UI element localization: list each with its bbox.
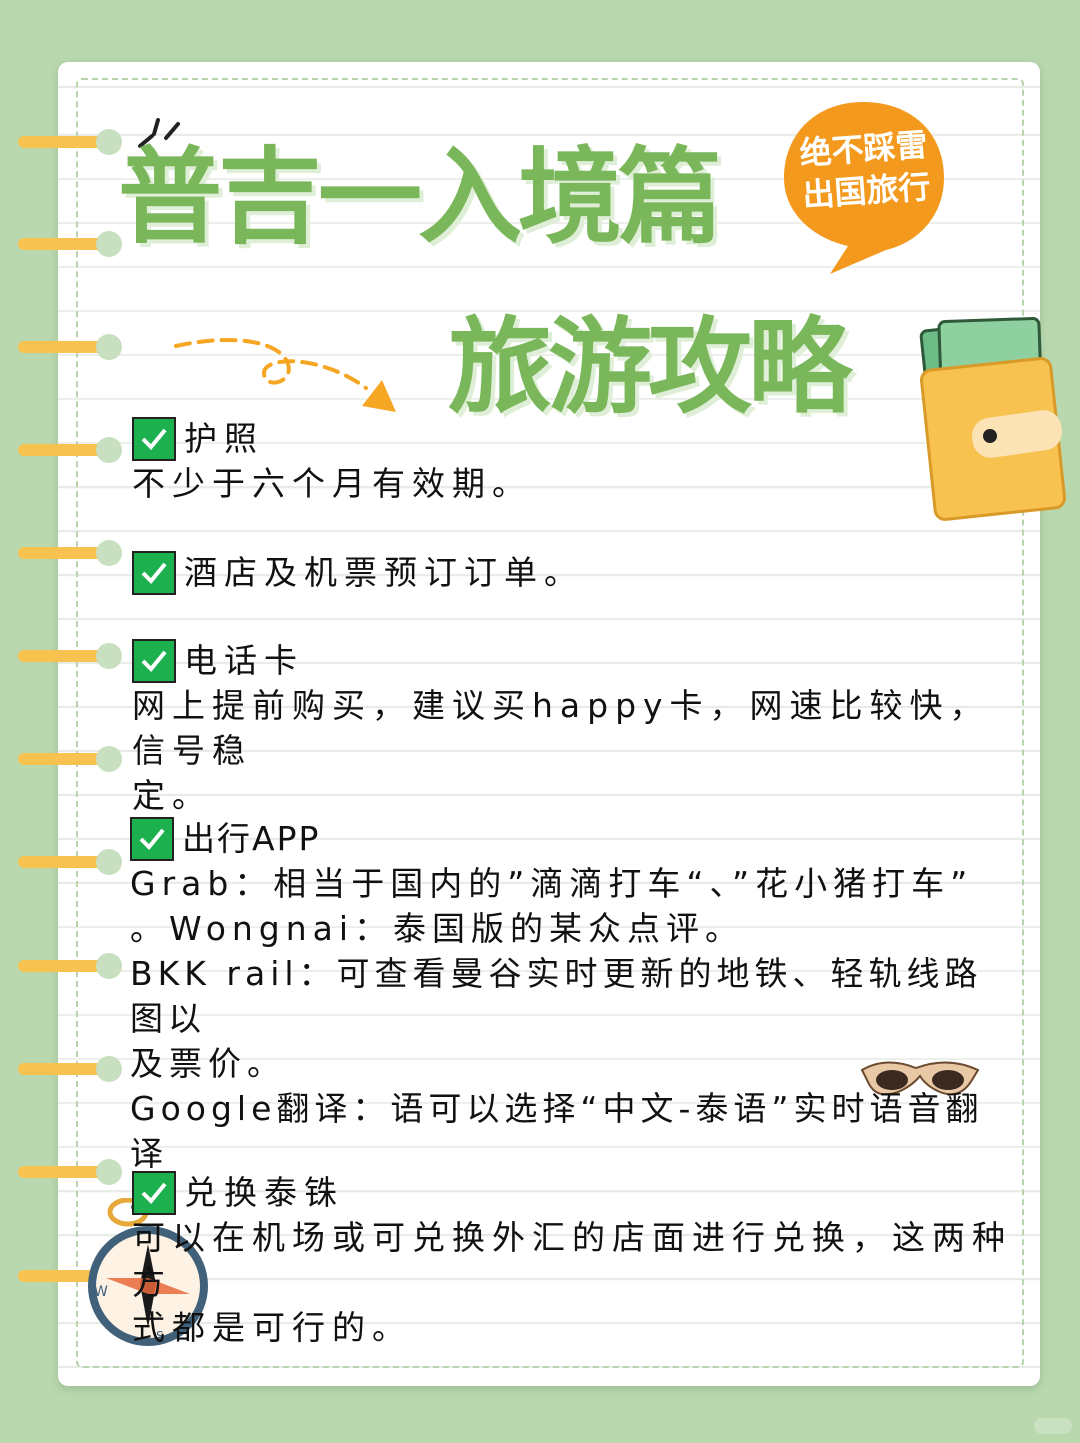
item-heading: 护照 <box>184 419 264 458</box>
binder-ring <box>18 1159 122 1185</box>
sunglasses-icon <box>860 1061 980 1096</box>
svg-text:W: W <box>94 1284 108 1300</box>
speech-bubble-icon <box>784 102 944 274</box>
item-line: BKK rail：可查看曼谷实时更新的地铁、轻轨线路图以 <box>130 954 983 1038</box>
spark-lines-icon <box>138 118 180 148</box>
binder-ring <box>18 334 122 360</box>
page-title-line2: 旅游攻略 <box>448 306 852 428</box>
svg-text:S: S <box>156 1329 164 1343</box>
binder-ring <box>18 643 122 669</box>
item-heading: 出行APP <box>182 819 321 858</box>
binder-ring <box>18 1056 122 1082</box>
compass-icon: W S <box>88 1198 208 1346</box>
check-icon <box>132 416 176 461</box>
item-line: 网上提前购买，建议买happy卡，网速比较快，信号稳 <box>132 686 990 770</box>
wallet-icon <box>919 316 1066 521</box>
check-icon <box>132 638 176 683</box>
binder-ring <box>18 231 122 257</box>
dashed-arrow-icon <box>174 338 396 412</box>
binder-ring <box>18 746 122 772</box>
item-heading: 酒店及机票预订订单。 <box>184 553 584 592</box>
item-line: 及票价。 <box>130 1044 286 1083</box>
checklist-item-currency: 兑换泰铢 可以在机场或可兑换外汇的店面进行兑换，这两种方 式都是可行的。 <box>132 1170 1012 1350</box>
checklist-item-booking: 酒店及机票预订订单。 <box>132 550 584 595</box>
item-line: Google翻译：语可以选择“中文-泰语”实时语音翻译 <box>130 1089 984 1173</box>
check-icon <box>130 816 174 861</box>
item-heading: 兑换泰铢 <box>184 1173 344 1212</box>
checklist-item-apps: 出行APP Grab：相当于国内的”滴滴打车“、”花小猪打车” 。Wongnai… <box>130 816 1010 1221</box>
notebook-paper <box>58 62 1040 1386</box>
binder-ring <box>18 849 122 875</box>
check-icon <box>132 550 176 595</box>
item-line: 。Wongnai：泰国版的某众点评。 <box>130 909 745 948</box>
page-title-line1: 普吉一入境篇 <box>118 136 722 258</box>
dashed-border <box>76 78 1024 1368</box>
check-icon <box>132 1170 176 1215</box>
checklist-item-sim-card: 电话卡 网上提前购买，建议买happy卡，网速比较快，信号稳 定。 <box>132 638 1012 818</box>
item-line: 不少于六个月有效期。 <box>132 464 532 503</box>
binder-ring <box>18 540 122 566</box>
binder-ring <box>18 953 122 979</box>
item-line: 式都是可行的。 <box>132 1308 412 1347</box>
binder-ring <box>18 437 122 463</box>
item-line: 定。 <box>132 776 212 815</box>
item-line: 可以在机场或可兑换外汇的店面进行兑换，这两种方 <box>132 1218 1012 1302</box>
badge-text: 绝不踩雷 出国旅行 <box>787 123 942 217</box>
checklist-item-passport: 护照 不少于六个月有效期。 <box>132 416 1012 506</box>
watermark <box>1034 1418 1072 1434</box>
binder-ring <box>18 129 122 155</box>
item-line: Grab：相当于国内的”滴滴打车“、”花小猪打车” <box>130 864 974 903</box>
item-heading: 电话卡 <box>184 641 304 680</box>
